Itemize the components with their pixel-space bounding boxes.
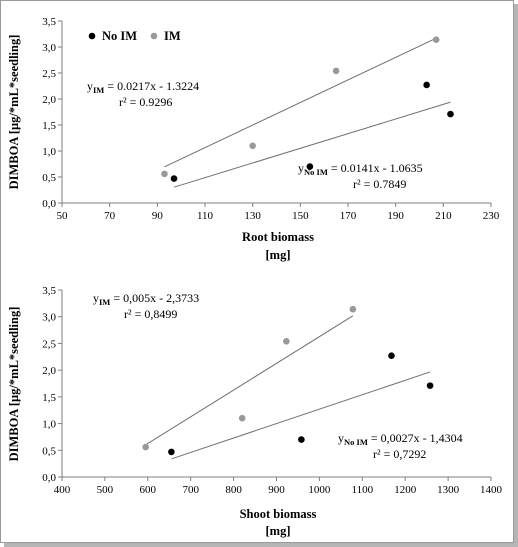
chart1-x-tick-label: 70	[104, 210, 116, 222]
chart2-r2-im: r² = 0,8499	[124, 307, 177, 321]
chart2-x-tick-label: 700	[182, 484, 199, 496]
chart1-legend-label-im: IM	[164, 29, 181, 43]
chart1-x-tick-label: 90	[152, 210, 164, 222]
chart1-point-no-im	[306, 163, 314, 170]
chart2-y-tick-label: 2,5	[42, 338, 56, 350]
chart1-trendline-no-im	[173, 101, 451, 188]
chart1-point-no-im	[447, 110, 454, 118]
chart1-x-tick-label: 190	[387, 210, 404, 222]
chart2-y-tick-label: 1,0	[42, 419, 56, 431]
chart1-point-no-im	[170, 175, 178, 182]
chart2-y-tick-label: 3,0	[42, 312, 56, 324]
chart2-point-im	[349, 305, 357, 313]
chart2-y-axis-label: DIMBOA [µg/*mL*seedling]	[7, 307, 21, 462]
chart2-y-tick-label: 1,5	[42, 392, 56, 404]
chart1-legend-marker-im	[150, 32, 158, 40]
chart1-x-tick-label: 230	[483, 210, 500, 222]
chart1-y-tick-label: 1,5	[42, 120, 56, 132]
chart2-x-tick-label: 1200	[394, 484, 417, 496]
chart1-r2-no-im: r² = 0.7849	[353, 177, 406, 191]
chart2-y-tick-label: 2,0	[42, 365, 56, 377]
chart1-x-tick-label: 130	[244, 210, 261, 222]
chart1-equation-im: yIM = 0.0217x - 1.3224	[87, 79, 199, 95]
chart1-point-no-im	[423, 81, 430, 89]
chart2-x-tick-label: 600	[140, 484, 157, 496]
chart2-point-no-im	[426, 382, 434, 389]
chart1-trendline-im	[164, 37, 437, 168]
chart1-y-tick-label: 1,0	[42, 146, 56, 158]
chart1-y-tick-label: 2,0	[42, 94, 56, 106]
chart1-point-im	[161, 170, 168, 178]
chart1-x-tick-label: 110	[197, 210, 214, 222]
chart2-equation-no-im: yNo IM = 0,0027x - 1,4304	[338, 431, 463, 447]
chart1-y-tick-label: 2,5	[42, 68, 56, 80]
chart2-x-tick-label: 400	[54, 484, 71, 496]
chart1-x-tick-label: 210	[435, 210, 452, 222]
chart2-point-no-im	[168, 448, 175, 456]
chart1-x-axis-label: Root biomass	[242, 230, 314, 244]
chart2-y-tick-label: 0,0	[42, 472, 56, 484]
chart2-y-tick-label: 0,5	[42, 445, 56, 457]
chart2-equation-im: yIM = 0,005x - 2,3733	[93, 291, 199, 307]
chart1-legend-label-no-im: No IM	[102, 29, 137, 43]
chart2-r2-no-im: r² = 0,7292	[373, 447, 426, 461]
chart2-x-tick-label: 1000	[308, 484, 331, 496]
chart2-point-im	[142, 443, 149, 451]
chart1-y-tick-label: 0,0	[42, 198, 56, 210]
chart1-y-tick-label: 3,0	[42, 42, 56, 54]
chart2-x-tick-label: 800	[225, 484, 242, 496]
chart1-y-axis-label: DIMBOA [µg/*mL*seedling]	[7, 35, 21, 190]
chart1-x-axis-unit: [mg]	[266, 248, 291, 262]
chart1-legend-marker-no-im	[88, 32, 96, 40]
chart1-point-im	[432, 36, 440, 44]
chart2-point-no-im	[388, 352, 395, 360]
chart2-x-tick-label: 900	[268, 484, 285, 496]
chart2-point-im	[238, 414, 246, 422]
chart1-x-tick-label: 150	[292, 210, 309, 222]
chart1-equation-no-im: yNo IM = 0.0141x - 1.0635	[298, 161, 423, 177]
chart2-trendline-no-im	[171, 371, 431, 460]
chart2-x-axis-unit: [mg]	[266, 524, 291, 538]
chart2-x-tick-label: 1100	[352, 484, 374, 496]
chart1-y-tick-label: 3,5	[42, 16, 56, 28]
chart2-x-axis-label: Shoot biomass	[240, 507, 317, 521]
chart1-x-tick-label: 170	[340, 210, 357, 222]
chart1-r2-im: r² = 0.9296	[119, 95, 172, 109]
chart2-point-im	[283, 337, 290, 345]
chart2-y-tick-label: 3,5	[42, 285, 56, 297]
chart2-x-tick-label: 500	[97, 484, 114, 496]
chart2-x-tick-label: 1300	[437, 484, 460, 496]
chart2-point-no-im	[298, 436, 305, 443]
chart2-x-tick-label: 1400	[480, 484, 503, 496]
chart1-x-tick-label: 50	[57, 210, 69, 222]
chart1-point-im	[332, 67, 340, 75]
chart1-point-im	[249, 142, 256, 150]
chart1-y-tick-label: 0,5	[42, 172, 56, 184]
chart2-trendline-im	[145, 315, 354, 446]
